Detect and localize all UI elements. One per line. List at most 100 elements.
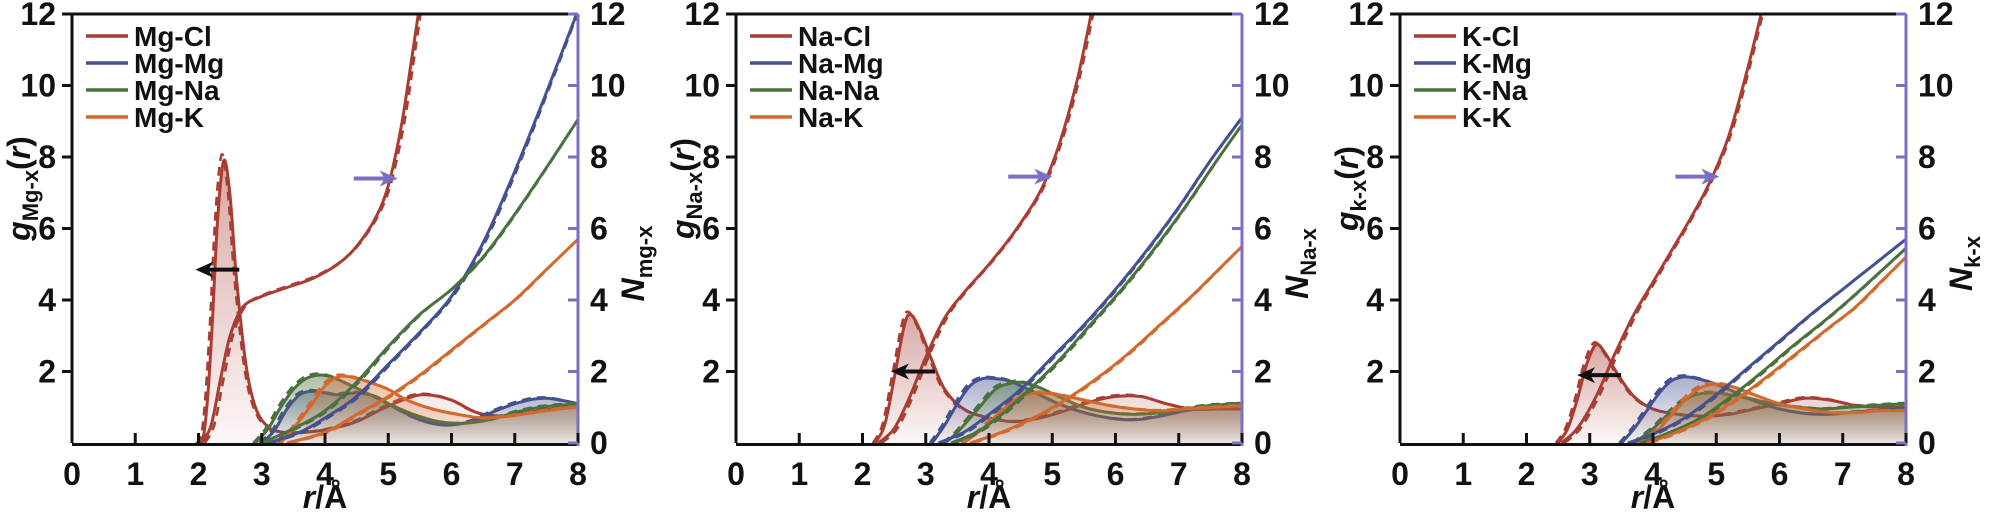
y-right-tick-label: 12: [590, 0, 626, 32]
panel-na-chart: 0 1 2 3 4 5 6 7 8 2 4 6 8 10 12 0 2 4 6 8 10 12 r/Å gNa-x(r) NNa…: [664, 0, 1328, 517]
x-tick-label: 5: [1707, 456, 1725, 492]
legend-label: Mg-Cl: [134, 21, 212, 52]
y-left-tick-label: 4: [38, 282, 56, 318]
right-axis-arrow: [1675, 168, 1720, 185]
legend-label: K-Cl: [1462, 21, 1520, 52]
legend-item-k-cl: K-Cl: [1414, 21, 1520, 52]
y-right-tick-label: 10: [590, 68, 626, 104]
y-right-tick-label: 0: [1918, 425, 1936, 461]
x-tick-label: 6: [443, 456, 461, 492]
legend-label: Na-Na: [798, 75, 879, 106]
series-solid-N-K-Na: [1639, 247, 1906, 443]
arrow-head: [1577, 367, 1596, 384]
series-solid-g-Na-K: [962, 391, 1242, 443]
x-tick-label: 1: [126, 456, 144, 492]
y-right-axis-label: Nk-x: [1943, 235, 1985, 291]
series-fill-g-Na-K: [963, 392, 1242, 443]
legend-item-na-k: Na-K: [750, 102, 863, 133]
y-right-tick-label: 6: [1254, 211, 1272, 247]
legend-label: Mg-K: [134, 102, 204, 133]
x-tick-label: 0: [1391, 456, 1409, 492]
x-tick-label: 1: [790, 456, 808, 492]
left-axis-arrow: [1577, 367, 1622, 384]
left-axis-arrow: [890, 363, 935, 380]
y-right-axis-label: Nmg-x: [615, 225, 657, 301]
y-right-tick-label: 12: [1918, 0, 1954, 32]
x-tick-label: 3: [253, 456, 271, 492]
y-left-tick-label: 10: [20, 68, 56, 104]
y-right-axis-label: NNa-x: [1279, 227, 1321, 299]
right-axis-arrow: [1008, 168, 1053, 185]
y-left-tick-label: 12: [1348, 0, 1384, 32]
y-right-tick-label: 8: [1918, 139, 1936, 175]
arrow-head: [1701, 168, 1720, 185]
y-left-tick-label: 10: [684, 68, 720, 104]
x-tick-label: 6: [1771, 456, 1789, 492]
x-axis-label: r/Å: [303, 479, 347, 515]
arrow-head: [890, 363, 909, 380]
y-right-tick-label: 4: [1918, 282, 1936, 318]
x-tick-label: 8: [1233, 456, 1251, 492]
x-tick-label: 7: [1834, 456, 1852, 492]
plot-area-mg: [195, 14, 578, 443]
legend-item-k-k: K-K: [1414, 102, 1512, 133]
legend-item-k-na: K-Na: [1414, 75, 1528, 106]
chart-svg-na: 0 1 2 3 4 5 6 7 824681012024681012r/ÅgNa-x(r)NNa…: [665, 0, 1321, 515]
y-left-tick-label: 4: [702, 282, 720, 318]
y-left-tick-label: 6: [38, 211, 56, 247]
series-solid-N-Na-Mg: [937, 116, 1242, 443]
x-tick-label: 0: [727, 456, 745, 492]
y-right-tick-label: 2: [1918, 354, 1936, 390]
y-left-tick-label: 10: [1348, 68, 1384, 104]
y-right-tick-label: 2: [1254, 354, 1272, 390]
y-left-tick-label: 12: [684, 0, 720, 32]
y-left-axis-label: gMg-x(r): [1, 136, 43, 242]
series-solid-N-Mg-Mg: [267, 14, 578, 443]
y-right-tick-label: 0: [1254, 425, 1272, 461]
y-left-tick-label: 6: [702, 211, 720, 247]
x-tick-label: 4: [980, 456, 998, 492]
plot-area-k: [1554, 14, 1906, 443]
y-left-tick-label: 4: [1366, 282, 1384, 318]
series-dashed-N-Mg-Cl: [203, 14, 422, 443]
legend-item-na-na: Na-Na: [750, 75, 879, 106]
series-dashed-g-K-Na: [1631, 390, 1904, 443]
x-tick-label: 3: [917, 456, 935, 492]
panel-mg-chart: 0 1 2 3 4 5 6 7 8 2 4 6 8 10 12 0 2 4 6 8 10 12 r/Å gMg-x(r) Nmg…: [0, 0, 664, 517]
y-left-tick-label: 8: [702, 139, 720, 175]
plot-area-na: [871, 14, 1242, 443]
series-solid-N-Mg-K: [286, 238, 578, 443]
legend-item-mg-cl: Mg-Cl: [86, 21, 212, 52]
left-axis-arrow: [195, 261, 240, 278]
series-solid-N-Mg-Cl: [200, 14, 420, 443]
series-solid-N-Na-Na: [950, 123, 1242, 443]
series-solid-N-Na-K: [969, 245, 1242, 443]
x-tick-label: 8: [569, 456, 587, 492]
series-solid-N-K-Mg: [1627, 238, 1906, 443]
x-axis-label: r/Å: [1631, 479, 1675, 515]
series-solid-N-Mg-Na: [261, 118, 578, 443]
arrow-head: [379, 170, 398, 187]
legend-label: Na-K: [798, 102, 863, 133]
series-solid-g-K-K: [1639, 382, 1906, 443]
series-dashed-N-Na-Mg: [941, 114, 1242, 443]
legend-label: Na-Mg: [798, 48, 884, 79]
y-left-tick-label: 8: [38, 139, 56, 175]
x-tick-label: 2: [854, 456, 872, 492]
y-right-tick-label: 8: [590, 139, 608, 175]
y-left-tick-label: 6: [1366, 211, 1384, 247]
y-left-tick-label: 2: [38, 354, 56, 390]
arrow-head: [1034, 168, 1053, 185]
legend-item-k-mg: K-Mg: [1414, 48, 1532, 79]
y-right-tick-label: 12: [1254, 0, 1290, 32]
x-tick-label: 7: [1170, 456, 1188, 492]
series-solid-g-Mg-K: [279, 374, 578, 443]
x-tick-label: 4: [1644, 456, 1662, 492]
legend-label: K-Na: [1462, 75, 1528, 106]
legend-item-mg-mg: Mg-Mg: [86, 48, 224, 79]
y-right-tick-label: 2: [590, 354, 608, 390]
x-tick-label: 7: [506, 456, 524, 492]
legend-label: Na-Cl: [798, 21, 871, 52]
y-right-tick-label: 10: [1918, 68, 1954, 104]
y-left-tick-label: 2: [702, 354, 720, 390]
